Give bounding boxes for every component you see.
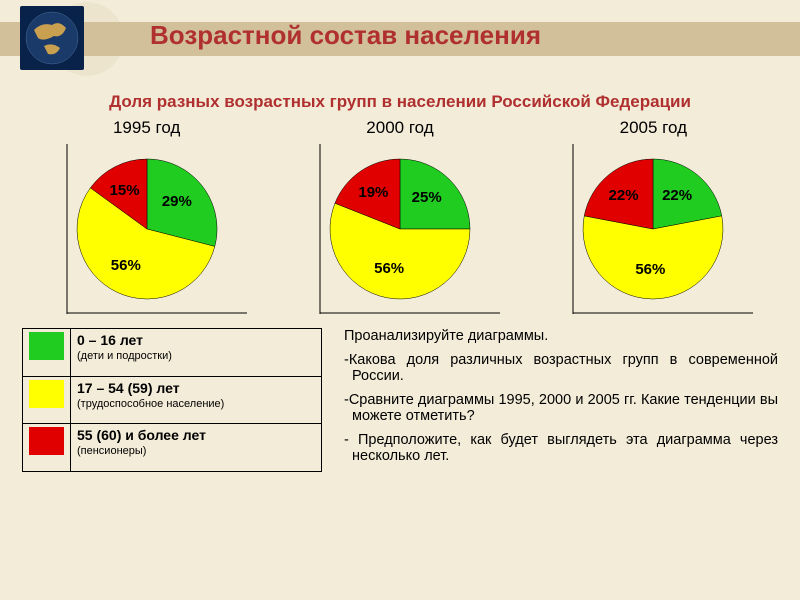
legend-swatch-green: [29, 332, 64, 360]
pie-chart: 29% 56% 15%: [47, 144, 247, 314]
pie-slice-label: 22%: [609, 187, 639, 204]
charts-row: 1995 год 29% 56% 15% 2000 год 25% 56% 19% 20…: [0, 112, 800, 314]
chart-1995: 1995 год 29% 56% 15%: [37, 118, 257, 314]
legend-text: 0 – 16 лет(дети и подростки): [71, 329, 322, 377]
legend-row: 55 (60) и более лет(пенсионеры): [23, 424, 322, 472]
pie-slice-label: 25%: [412, 189, 442, 206]
chart-2000: 2000 год 25% 56% 19%: [290, 118, 510, 314]
legend-text: 55 (60) и более лет(пенсионеры): [71, 424, 322, 472]
task-line: -Сравните диаграммы 1995, 2000 и 2005 гг…: [344, 392, 778, 424]
task-line: - Предположите, как будет выглядеть эта …: [344, 432, 778, 464]
legend-table: 0 – 16 лет(дети и подростки) 17 – 54 (59…: [22, 328, 322, 472]
pie-slice-label: 15%: [110, 182, 140, 199]
legend-row: 17 – 54 (59) лет(трудоспособное населени…: [23, 376, 322, 424]
pie-slice-label: 56%: [374, 260, 404, 277]
pie-slice-label: 22%: [662, 187, 692, 204]
pie-slice-label: 19%: [358, 184, 388, 201]
chart-2005: 2005 год 22% 56% 22%: [543, 118, 763, 314]
chart-year: 2005 год: [543, 118, 763, 138]
task-line: -Какова доля различных возрастных групп …: [344, 352, 778, 384]
page-title: Возрастной состав населения: [150, 20, 541, 51]
task-line: Проанализируйте диаграммы.: [344, 328, 778, 344]
pie-chart: 25% 56% 19%: [300, 144, 500, 314]
pie-slice-label: 29%: [162, 193, 192, 210]
bottom-section: 0 – 16 лет(дети и подростки) 17 – 54 (59…: [0, 314, 800, 472]
pie-slice-label: 56%: [111, 257, 141, 274]
globe-icon: [20, 6, 84, 70]
chart-year: 1995 год: [37, 118, 257, 138]
pie-chart: 22% 56% 22%: [553, 144, 753, 314]
legend-text: 17 – 54 (59) лет(трудоспособное населени…: [71, 376, 322, 424]
legend-row: 0 – 16 лет(дети и подростки): [23, 329, 322, 377]
subtitle: Доля разных возрастных групп в населении…: [0, 92, 800, 112]
legend-swatch-yellow: [29, 380, 64, 408]
legend-swatch-red: [29, 427, 64, 455]
tasks-text: Проанализируйте диаграммы. -Какова доля …: [344, 328, 778, 472]
chart-year: 2000 год: [290, 118, 510, 138]
pie-slice-label: 56%: [635, 261, 665, 278]
header: Возрастной состав населения: [0, 0, 800, 80]
